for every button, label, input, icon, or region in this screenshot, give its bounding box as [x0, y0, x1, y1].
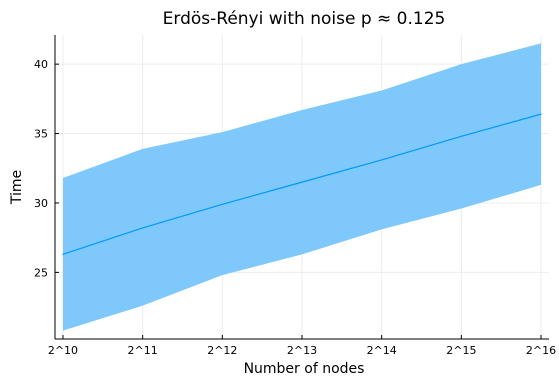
mean-point — [142, 227, 144, 229]
x-tick-label: 2^11 — [128, 344, 158, 357]
x-tick-label: 2^10 — [48, 344, 78, 357]
mean-point — [381, 159, 383, 161]
x-tick-label: 2^12 — [207, 344, 237, 357]
x-tick-label: 2^16 — [526, 344, 556, 357]
confidence-band-layer — [62, 43, 542, 331]
mean-line-layer — [62, 113, 542, 255]
tick-labels: 2^10 2^11 2^12 2^13 2^14 2^15 2^16 25 30 35 40 — [34, 58, 556, 357]
mean-point — [460, 135, 462, 137]
axes — [54, 35, 549, 340]
confidence-band — [62, 43, 542, 331]
x-tick-label: 2^14 — [367, 344, 397, 357]
chart-title: Erdös-Rényi with noise p ≈ 0.125 — [163, 9, 446, 29]
mean-point — [540, 113, 542, 115]
y-tick-label: 30 — [34, 197, 48, 210]
y-tick-label: 35 — [34, 128, 48, 141]
mean-point — [301, 181, 303, 183]
y-tick-label: 25 — [34, 266, 48, 279]
y-tick-label: 40 — [34, 58, 48, 71]
x-axis-label: Number of nodes — [244, 361, 365, 377]
mean-point — [221, 203, 223, 205]
mean-point — [62, 253, 64, 255]
x-tick-label: 2^13 — [287, 344, 317, 357]
y-axis-label: Time — [9, 170, 25, 205]
x-tick-label: 2^15 — [446, 344, 476, 357]
